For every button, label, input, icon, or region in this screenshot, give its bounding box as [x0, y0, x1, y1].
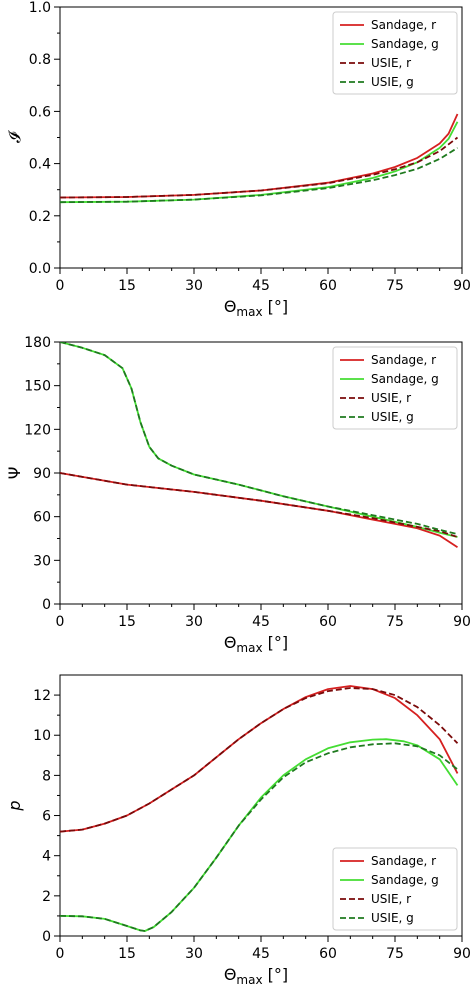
series-line-usie-r — [60, 472, 458, 538]
y-axis-label: Ψ — [5, 467, 24, 480]
x-axis-label: Θmax [°] — [224, 965, 288, 987]
x-tick-label: 0 — [56, 614, 65, 630]
series-line-usie-g — [60, 147, 458, 204]
x-axis-label-unit: [°] — [263, 965, 289, 984]
chart-panel-3: 0 15 30 45 60 75 90 0 2 4 6 8 10 12 Θmax [°] p Sandage, … — [5, 674, 471, 987]
series-line-usie-r — [60, 136, 459, 199]
x-tick-label: 30 — [185, 946, 203, 962]
chart-panel-2: 0 15 30 45 60 75 90 0 30 60 90 120 150 180 Θmax [°] Ψ Sa… — [5, 335, 471, 655]
y-tick-label: 0 — [42, 597, 51, 613]
y-tick-label: 120 — [24, 422, 51, 438]
x-tick-label: 45 — [252, 278, 270, 294]
y-tick-label: 0.2 — [29, 209, 51, 225]
y-tick-label: 0.8 — [29, 52, 51, 68]
x-tick-label: 45 — [252, 946, 270, 962]
y-tick-label: 90 — [33, 466, 51, 482]
x-axis-label-main: Θ — [224, 297, 237, 316]
x-tick-label: 30 — [185, 614, 203, 630]
series-line-sandage-r — [60, 685, 459, 833]
y-tick-label: 180 — [24, 335, 51, 351]
x-tick-label: 15 — [118, 614, 136, 630]
legend: Sandage, r Sandage, g USIE, r USIE, g — [332, 11, 458, 95]
x-tick-label: 30 — [185, 278, 203, 294]
y-axis-label: p — [5, 800, 24, 811]
x-tick-label: 0 — [56, 278, 65, 294]
x-tick-label: 90 — [453, 278, 471, 294]
legend-entry: Sandage, r — [371, 353, 436, 367]
legend-entry: Sandage, g — [371, 873, 439, 887]
x-tick-label: 60 — [319, 946, 337, 962]
x-tick-label: 75 — [386, 278, 404, 294]
y-tick-label: 4 — [42, 849, 51, 865]
legend-entry: Sandage, g — [371, 372, 439, 386]
y-tick-label: 2 — [42, 889, 51, 905]
x-tick-label: 75 — [386, 946, 404, 962]
x-tick-label: 90 — [453, 946, 471, 962]
x-tick-label: 60 — [319, 278, 337, 294]
legend-entry: USIE, r — [371, 892, 411, 906]
x-axis-label-unit: [°] — [263, 633, 289, 652]
legend-entry: USIE, g — [371, 410, 414, 424]
y-tick-label: 0.4 — [29, 157, 51, 173]
x-tick-label: 15 — [118, 946, 136, 962]
y-tick-label: 60 — [33, 510, 51, 526]
legend-box — [332, 346, 458, 430]
legend-entry: USIE, r — [371, 56, 411, 70]
x-axis-label-sub: max — [236, 305, 262, 319]
y-tick-label: 0.6 — [29, 104, 51, 120]
x-tick-label: 45 — [252, 614, 270, 630]
y-tick-label: 150 — [24, 379, 51, 395]
legend-box — [332, 11, 458, 95]
x-tick-label: 60 — [319, 614, 337, 630]
legend-entry: USIE, r — [371, 391, 411, 405]
series-line-sandage-r — [60, 472, 458, 548]
legend: Sandage, r Sandage, g USIE, r USIE, g — [332, 847, 458, 931]
x-tick-label: 0 — [56, 946, 65, 962]
series-line-usie-g — [60, 342, 458, 535]
legend: Sandage, r Sandage, g USIE, r USIE, g — [332, 346, 458, 430]
chart-panel-1: 0 15 30 45 60 75 90 0.0 0.2 0.4 0.6 0.8 1.0 Θmax [°] 𝓘… — [5, 0, 471, 319]
legend-entry: Sandage, r — [371, 854, 436, 868]
y-tick-label: 30 — [33, 553, 51, 569]
y-tick-label: 12 — [33, 688, 51, 704]
x-axis-label: Θmax [°] — [224, 297, 288, 319]
x-axis-label-main: Θ — [224, 633, 237, 652]
x-tick-label: 90 — [453, 614, 471, 630]
y-tick-label: 6 — [42, 809, 51, 825]
series-line-usie-r — [60, 687, 459, 833]
legend-entry: USIE, g — [371, 75, 414, 89]
legend-entry: Sandage, r — [371, 18, 436, 32]
y-tick-label: 1.0 — [29, 0, 51, 16]
series-line-usie-g — [60, 742, 459, 932]
legend-box — [332, 847, 458, 931]
x-tick-label: 75 — [386, 614, 404, 630]
series-line-sandage-r — [60, 113, 459, 199]
y-axis-label: 𝓘 — [5, 130, 24, 143]
x-axis-label: Θmax [°] — [224, 633, 288, 655]
y-tick-label: 0 — [42, 929, 51, 945]
x-axis-label-main: Θ — [224, 965, 237, 984]
y-tick-label: 10 — [33, 728, 51, 744]
x-axis-label-sub: max — [236, 973, 262, 987]
y-tick-label: 0.0 — [29, 261, 51, 277]
x-axis-label-unit: [°] — [263, 297, 289, 316]
legend-entry: USIE, g — [371, 911, 414, 925]
y-tick-label: 8 — [42, 768, 51, 784]
x-tick-label: 15 — [118, 278, 136, 294]
legend-entry: Sandage, g — [371, 37, 439, 51]
x-axis-label-sub: max — [236, 641, 262, 655]
